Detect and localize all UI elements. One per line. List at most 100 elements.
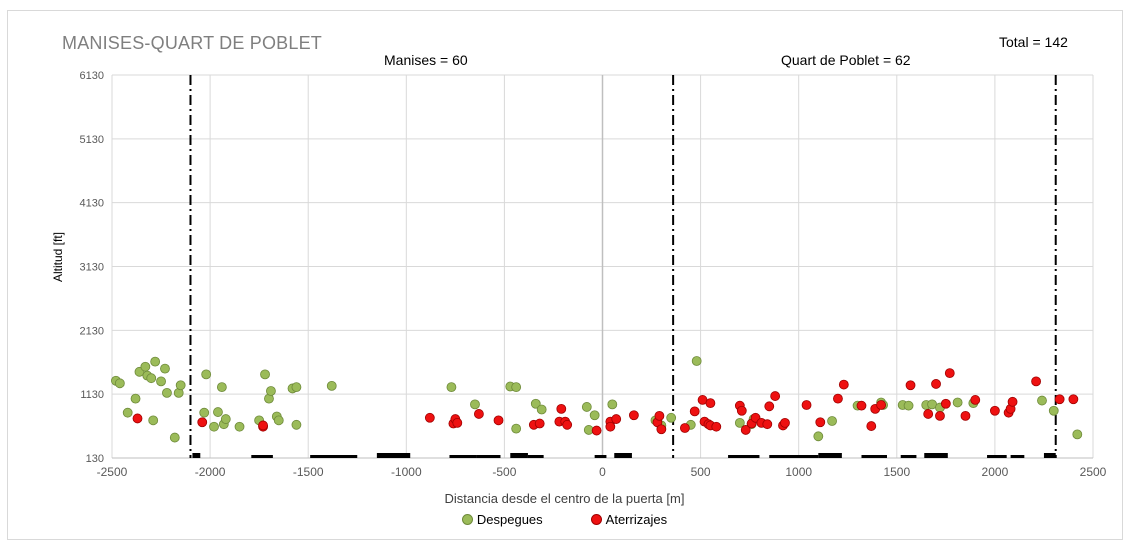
point-despegue bbox=[169, 432, 180, 443]
point-aterrizaje bbox=[424, 412, 435, 423]
point-despegue bbox=[234, 421, 245, 432]
total-label: Total = 142 bbox=[999, 34, 1068, 50]
data-points bbox=[111, 356, 1083, 443]
point-aterrizaje bbox=[1031, 376, 1042, 387]
ground-block bbox=[449, 455, 477, 458]
x-tick-label: 2000 bbox=[982, 465, 1009, 479]
point-aterrizaje bbox=[1068, 394, 1079, 405]
point-despegue bbox=[273, 415, 284, 426]
legend-marker-aterrizajes bbox=[590, 514, 602, 525]
y-tick-label: 1130 bbox=[80, 389, 104, 401]
point-aterrizaje bbox=[970, 395, 981, 405]
ground-block bbox=[376, 453, 411, 458]
point-despegue bbox=[446, 382, 457, 393]
point-despegue bbox=[511, 382, 522, 393]
y-tick-label: 130 bbox=[86, 453, 104, 465]
ground-block bbox=[818, 453, 842, 458]
y-tick-label: 4130 bbox=[80, 198, 104, 210]
point-despegue bbox=[114, 378, 125, 389]
point-aterrizaje bbox=[815, 417, 826, 428]
point-despegue bbox=[199, 407, 210, 418]
point-aterrizaje bbox=[931, 379, 941, 389]
point-aterrizaje bbox=[556, 403, 567, 414]
point-despegue bbox=[216, 382, 227, 393]
ground-block bbox=[861, 455, 887, 458]
point-despegue bbox=[140, 361, 151, 372]
x-axis-label: Distancia desde el centro de la puerta [… bbox=[444, 491, 685, 506]
x-tick-label: -500 bbox=[492, 465, 516, 479]
point-aterrizaje bbox=[801, 400, 812, 410]
ground-block bbox=[510, 453, 528, 458]
point-aterrizaje bbox=[197, 417, 208, 428]
point-aterrizaje bbox=[935, 410, 945, 421]
point-despegue bbox=[666, 412, 677, 423]
point-aterrizaje bbox=[611, 414, 622, 424]
point-despegue bbox=[150, 356, 161, 367]
grid bbox=[111, 74, 1094, 459]
point-despegue bbox=[122, 407, 133, 418]
point-despegue bbox=[291, 419, 302, 430]
chart-title: MANISES-QUART DE POBLET bbox=[62, 33, 322, 53]
point-despegue bbox=[691, 356, 702, 366]
point-despegue bbox=[148, 415, 159, 426]
x-tick-label: 0 bbox=[599, 465, 606, 479]
point-aterrizaje bbox=[656, 424, 667, 435]
ground-block bbox=[594, 455, 607, 458]
point-aterrizaje bbox=[689, 406, 700, 417]
legend-label-despegues: Despegues bbox=[476, 512, 543, 527]
ground-block bbox=[728, 455, 760, 458]
point-aterrizaje bbox=[960, 410, 971, 421]
point-despegue bbox=[470, 399, 480, 410]
y-tick-label: 2130 bbox=[80, 325, 104, 337]
point-despegue bbox=[530, 398, 541, 409]
point-despegue bbox=[146, 373, 157, 384]
y-tick-label: 3130 bbox=[80, 262, 104, 274]
legend-item-aterrizajes: Aterrizajes bbox=[590, 512, 667, 527]
ground-block bbox=[987, 455, 1007, 458]
point-aterrizaje bbox=[838, 379, 849, 390]
point-aterrizaje bbox=[990, 405, 1000, 416]
x-tick-label: 1500 bbox=[883, 465, 910, 479]
point-aterrizaje bbox=[258, 420, 268, 431]
point-aterrizaje bbox=[923, 409, 934, 419]
ground-block bbox=[192, 453, 201, 458]
point-aterrizaje bbox=[654, 410, 665, 421]
y-tick-label: 6130 bbox=[80, 70, 104, 82]
ground-block bbox=[1010, 455, 1025, 458]
point-despegue bbox=[1048, 405, 1059, 416]
point-despegue bbox=[220, 414, 231, 424]
point-aterrizaje bbox=[780, 417, 790, 428]
point-despegue bbox=[291, 382, 302, 393]
point-aterrizaje bbox=[856, 400, 867, 411]
point-despegue bbox=[260, 369, 270, 380]
point-aterrizaje bbox=[740, 425, 751, 435]
point-despegue bbox=[1072, 429, 1083, 440]
ground-block bbox=[614, 453, 632, 458]
zone-label-manises: Manises = 60 bbox=[384, 52, 468, 68]
legend-marker-despegues bbox=[461, 514, 473, 525]
y-axis-label: Altitud [ft] bbox=[51, 231, 65, 283]
point-aterrizaje bbox=[711, 421, 722, 432]
point-despegue bbox=[156, 376, 166, 387]
point-aterrizaje bbox=[944, 368, 955, 379]
tick-labels: 130 1130 2130 3130 4130 5130 6130 -2500 -2000 -15… bbox=[80, 70, 1107, 479]
legend-item-despegues: Despegues bbox=[461, 512, 543, 527]
point-despegue bbox=[266, 386, 276, 396]
legend: Despegues Aterrizajes bbox=[0, 512, 1129, 527]
ground-profile bbox=[192, 453, 1056, 458]
point-despegue bbox=[827, 416, 837, 426]
ground-block bbox=[476, 455, 501, 458]
point-despegue bbox=[130, 393, 141, 404]
zone-label-quart: Quart de Poblet = 62 bbox=[781, 52, 911, 68]
point-despegue bbox=[213, 407, 223, 417]
point-aterrizaje bbox=[833, 393, 843, 404]
point-aterrizaje bbox=[1054, 394, 1065, 405]
x-tick-label: 500 bbox=[691, 465, 711, 479]
point-aterrizaje bbox=[591, 425, 602, 436]
x-tick-label: -1000 bbox=[391, 465, 422, 479]
point-aterrizaje bbox=[680, 423, 690, 433]
x-tick-label: -1500 bbox=[293, 465, 324, 479]
ground-block bbox=[924, 453, 948, 458]
ground-block bbox=[251, 455, 273, 458]
